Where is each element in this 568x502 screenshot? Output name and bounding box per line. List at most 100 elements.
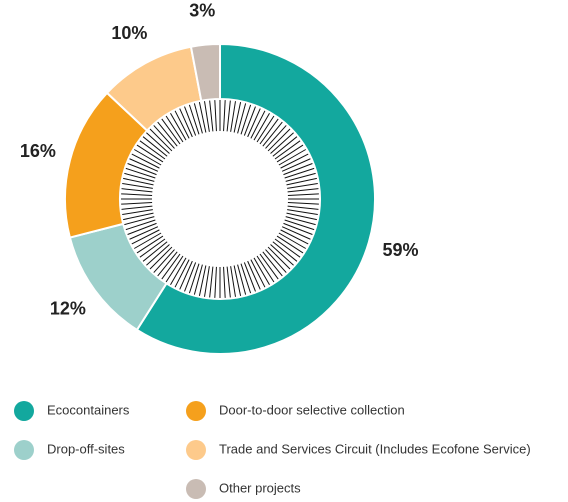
hatch bbox=[134, 232, 162, 249]
hatch bbox=[179, 260, 193, 290]
legend-label: Other projects bbox=[219, 480, 301, 495]
hatch bbox=[233, 102, 242, 133]
hatch bbox=[240, 104, 252, 135]
hatch bbox=[230, 266, 236, 297]
hatch bbox=[223, 266, 226, 298]
legend-swatch bbox=[186, 401, 206, 421]
hatch bbox=[267, 128, 291, 152]
hatch bbox=[127, 163, 157, 176]
hatch bbox=[214, 266, 217, 298]
hatch bbox=[276, 235, 304, 254]
hatch bbox=[146, 244, 170, 266]
hatch bbox=[233, 265, 242, 296]
legend-label: Door-to-door selective collection bbox=[219, 402, 405, 417]
slice bbox=[135, 42, 376, 355]
hatch bbox=[188, 263, 200, 294]
hatch bbox=[274, 140, 301, 160]
hatch bbox=[157, 251, 178, 277]
hatch bbox=[149, 128, 173, 152]
hatch bbox=[284, 219, 315, 231]
hatch bbox=[276, 144, 304, 163]
legend-label: Trade and Services Circuit (Includes Eco… bbox=[219, 441, 531, 456]
hatch bbox=[280, 153, 309, 169]
hatch bbox=[226, 100, 231, 132]
hatch bbox=[272, 241, 298, 262]
hatch bbox=[123, 177, 154, 186]
hatch bbox=[153, 125, 175, 149]
hatch bbox=[247, 108, 261, 138]
hatch bbox=[243, 262, 256, 292]
hatch bbox=[230, 101, 236, 132]
hatch bbox=[283, 163, 313, 176]
hatch bbox=[287, 183, 318, 189]
hatch bbox=[129, 226, 159, 240]
hatch bbox=[262, 121, 283, 147]
legend-label: Ecocontainers bbox=[47, 402, 130, 417]
hatch bbox=[278, 232, 306, 249]
legend-swatch bbox=[14, 401, 34, 421]
hatch bbox=[247, 260, 261, 290]
hatch bbox=[283, 222, 313, 235]
hatch bbox=[281, 158, 311, 172]
hatch bbox=[131, 229, 160, 245]
hatch bbox=[214, 100, 217, 132]
hatch bbox=[122, 209, 153, 215]
hatch bbox=[121, 205, 153, 210]
hatch bbox=[198, 102, 207, 133]
hatch bbox=[134, 149, 162, 166]
hatch bbox=[250, 259, 266, 288]
hatch bbox=[253, 113, 270, 141]
legend-swatch bbox=[186, 440, 206, 460]
data-label: 3% bbox=[189, 1, 215, 21]
hatch bbox=[136, 144, 164, 163]
hatch bbox=[204, 266, 210, 297]
hatch bbox=[253, 257, 270, 285]
data-label: 12% bbox=[50, 298, 86, 318]
hatch bbox=[121, 202, 153, 205]
hatch bbox=[265, 249, 287, 273]
hatch bbox=[193, 264, 203, 295]
hatch bbox=[125, 167, 156, 179]
hatch bbox=[124, 172, 155, 182]
hatch bbox=[267, 246, 291, 270]
hatch bbox=[286, 177, 317, 186]
hatch bbox=[153, 249, 175, 273]
hatch bbox=[122, 183, 153, 189]
hatch bbox=[259, 253, 279, 280]
data-label: 59% bbox=[383, 240, 419, 260]
hatch bbox=[142, 136, 168, 157]
hatch bbox=[139, 238, 166, 258]
hatch bbox=[123, 212, 154, 221]
hatch bbox=[272, 136, 298, 157]
hatch bbox=[170, 113, 187, 141]
hatch bbox=[170, 257, 187, 285]
hatch bbox=[149, 246, 173, 270]
hatch bbox=[284, 167, 315, 179]
hatch bbox=[287, 188, 319, 193]
hatch bbox=[204, 101, 210, 132]
hatch bbox=[174, 110, 190, 139]
legend-swatch bbox=[186, 479, 206, 499]
hatch bbox=[237, 264, 247, 295]
hatch bbox=[174, 259, 190, 288]
hatch bbox=[280, 229, 309, 245]
legend-swatch bbox=[14, 440, 34, 460]
hatch bbox=[125, 219, 156, 231]
hatch bbox=[129, 158, 159, 172]
hatch bbox=[287, 209, 318, 215]
hatch bbox=[146, 132, 170, 154]
legend-label: Drop-off-sites bbox=[47, 441, 125, 456]
hatch bbox=[223, 100, 226, 132]
hatch bbox=[121, 188, 153, 193]
hatch bbox=[161, 118, 181, 145]
hatch bbox=[193, 103, 203, 134]
data-label: 16% bbox=[20, 141, 56, 161]
hatch bbox=[278, 149, 306, 166]
hatch bbox=[209, 266, 214, 298]
hatch bbox=[256, 255, 275, 283]
hatch bbox=[121, 193, 153, 196]
hatch bbox=[184, 106, 197, 136]
hatch bbox=[139, 140, 166, 160]
hatch bbox=[285, 172, 316, 182]
